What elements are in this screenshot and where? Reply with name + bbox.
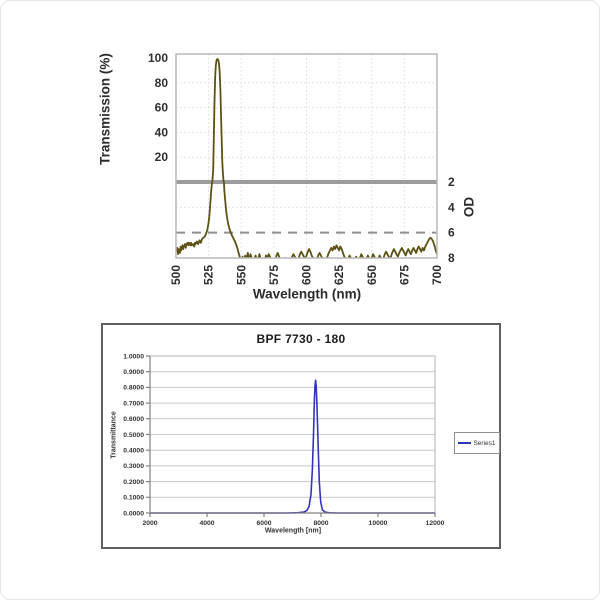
legend-line-sample xyxy=(458,442,472,444)
bottom-x-axis-title: Wavelength [nm] xyxy=(264,527,322,535)
top-plot-border xyxy=(175,53,438,259)
svg-text:8: 8 xyxy=(448,251,455,265)
svg-text:0.5000: 0.5000 xyxy=(123,432,144,439)
svg-text:500: 500 xyxy=(169,265,183,285)
top-transmission-tick-labels: 20 40 60 80 100 xyxy=(148,51,168,164)
svg-text:0.7000: 0.7000 xyxy=(123,400,144,407)
svg-text:1.0000: 1.0000 xyxy=(123,353,144,360)
svg-text:2000: 2000 xyxy=(142,520,157,527)
svg-text:0.6000: 0.6000 xyxy=(123,416,144,423)
svg-text:550: 550 xyxy=(234,265,248,285)
top-x-axis-title: Wavelength (nm) xyxy=(252,286,362,302)
svg-text:0.2000: 0.2000 xyxy=(123,479,144,486)
svg-text:650: 650 xyxy=(365,265,379,285)
legend: Series1 xyxy=(454,432,500,454)
svg-text:80: 80 xyxy=(155,76,169,90)
top-x-tick-labels: 500 525 550 575 600 625 650 675 700 xyxy=(169,265,444,285)
svg-text:100: 100 xyxy=(148,51,168,65)
svg-text:4: 4 xyxy=(448,200,455,214)
svg-text:6000: 6000 xyxy=(256,520,271,527)
bottom-bpf-chart: 0.0000 0.1000 0.2000 0.3000 0.4000 0.5000 0.60… xyxy=(101,323,501,549)
svg-text:2: 2 xyxy=(448,175,455,189)
svg-text:0.3000: 0.3000 xyxy=(123,463,144,470)
svg-text:575: 575 xyxy=(267,265,281,285)
svg-text:675: 675 xyxy=(397,265,411,285)
bottom-chart-plot-area: 0.0000 0.1000 0.2000 0.3000 0.4000 0.5000 0.60… xyxy=(123,353,444,527)
svg-text:6: 6 xyxy=(448,226,455,240)
svg-text:8000: 8000 xyxy=(313,520,328,527)
svg-text:525: 525 xyxy=(202,265,216,285)
svg-text:10000: 10000 xyxy=(369,520,388,527)
transmission-trace xyxy=(176,58,437,258)
svg-text:20: 20 xyxy=(155,150,169,164)
top-od-tick-labels: 2 4 6 8 xyxy=(448,175,455,265)
top-gridlines xyxy=(176,54,437,258)
svg-text:60: 60 xyxy=(155,101,169,115)
bottom-chart-title: BPF 7730 - 180 xyxy=(256,332,346,346)
svg-text:0.9000: 0.9000 xyxy=(123,369,144,376)
svg-text:40: 40 xyxy=(155,125,169,139)
bottom-y-axis-title: Transmittance xyxy=(110,411,118,459)
svg-text:4000: 4000 xyxy=(199,520,214,527)
svg-text:625: 625 xyxy=(332,265,346,285)
bottom-y-tick-labels: 0.0000 0.1000 0.2000 0.3000 0.4000 0.5000 0.60… xyxy=(123,353,144,517)
top-right-axis-title: OD xyxy=(461,196,477,218)
svg-text:0.8000: 0.8000 xyxy=(123,385,144,392)
legend-series-label: Series1 xyxy=(473,439,496,447)
svg-text:700: 700 xyxy=(430,265,444,285)
bottom-x-tick-labels: 2000 4000 6000 8000 10000 12000 xyxy=(142,520,444,527)
svg-text:12000: 12000 xyxy=(426,520,445,527)
top-chart-plot-area: 20 40 60 80 100 2 4 6 8 500 525 550 575 600 625 650 675 7… xyxy=(148,51,455,285)
svg-text:0.4000: 0.4000 xyxy=(123,448,144,455)
svg-text:0.0000: 0.0000 xyxy=(123,510,144,517)
bottom-axes xyxy=(146,355,436,517)
svg-text:0.1000: 0.1000 xyxy=(123,495,144,502)
svg-text:600: 600 xyxy=(300,265,314,285)
